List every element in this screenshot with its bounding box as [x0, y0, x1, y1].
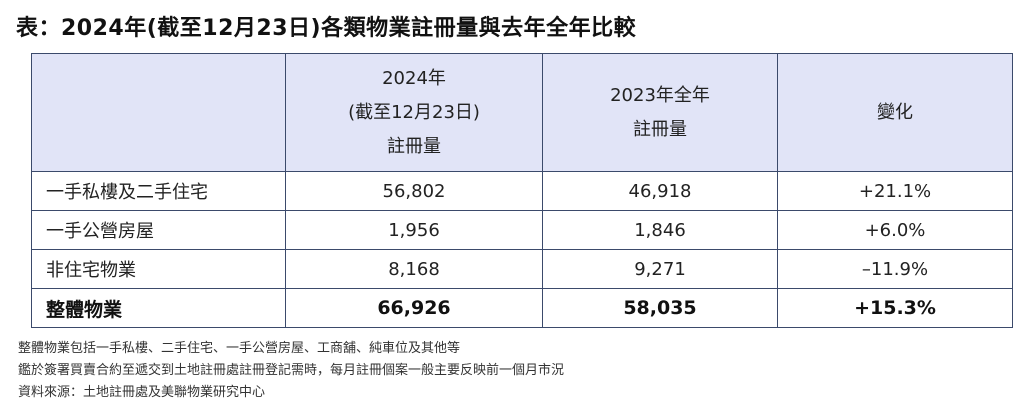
comparison-table: 2024年 (截至12月23日) 註冊量 2023年全年 註冊量 變化 一手私樓…	[31, 53, 1013, 328]
footnotes: 整體物業包括一手私樓、二手住宅、一手公營房屋、工商舖、純車位及其他等 鑑於簽署買…	[18, 338, 564, 404]
table-total-row: 整體物業 66,926 58,035 +15.3%	[31, 288, 1013, 328]
header-2023-line-year: 2023年全年	[610, 84, 710, 106]
footnote-scope: 整體物業包括一手私樓、二手住宅、一手公營房屋、工商舖、純車位及其他等	[18, 341, 461, 356]
header-2023-line-label: 註冊量	[633, 118, 687, 140]
cell-change: +21.1%	[777, 171, 1013, 211]
cell-2024: 56,802	[285, 171, 543, 211]
row-label: 非住宅物業	[31, 249, 286, 289]
row-label: 一手私樓及二手住宅	[31, 171, 286, 211]
row-label: 一手公營房屋	[31, 210, 286, 250]
header-change: 變化	[777, 53, 1013, 172]
cell-change: +6.0%	[777, 210, 1013, 250]
header-2024-line-year: 2024年	[382, 67, 446, 89]
cell-2024: 66,926	[285, 288, 543, 328]
cell-2023: 58,035	[542, 288, 778, 328]
cell-2024: 1,956	[285, 210, 543, 250]
footnote-source: 資料來源：土地註冊處及美聯物業研究中心	[18, 385, 266, 400]
table-row: 非住宅物業 8,168 9,271 –11.9%	[31, 249, 1013, 289]
row-label: 整體物業	[31, 288, 286, 328]
header-2024-line-label: 註冊量	[387, 135, 441, 157]
header-2024-line-cutoff: (截至12月23日)	[348, 101, 480, 123]
footnote-timing: 鑑於簽署買賣合約至遞交到土地註冊處註冊登記需時，每月註冊個案一般主要反映前一個月…	[18, 363, 565, 378]
cell-change: +15.3%	[777, 288, 1013, 328]
table-title: 表：2024年(截至12月23日)各類物業註冊量與去年全年比較	[16, 16, 637, 41]
cell-2023: 9,271	[542, 249, 778, 289]
cell-change: –11.9%	[777, 249, 1013, 289]
table-row: 一手私樓及二手住宅 56,802 46,918 +21.1%	[31, 171, 1013, 211]
table-header-row: 2024年 (截至12月23日) 註冊量 2023年全年 註冊量 變化	[31, 53, 1013, 172]
cell-2024: 8,168	[285, 249, 543, 289]
header-2024-registrations: 2024年 (截至12月23日) 註冊量	[285, 53, 543, 172]
cell-2023: 46,918	[542, 171, 778, 211]
cell-2023: 1,846	[542, 210, 778, 250]
header-2023-registrations: 2023年全年 註冊量	[542, 53, 778, 172]
table-row: 一手公營房屋 1,956 1,846 +6.0%	[31, 210, 1013, 250]
header-empty-cell	[31, 53, 286, 172]
